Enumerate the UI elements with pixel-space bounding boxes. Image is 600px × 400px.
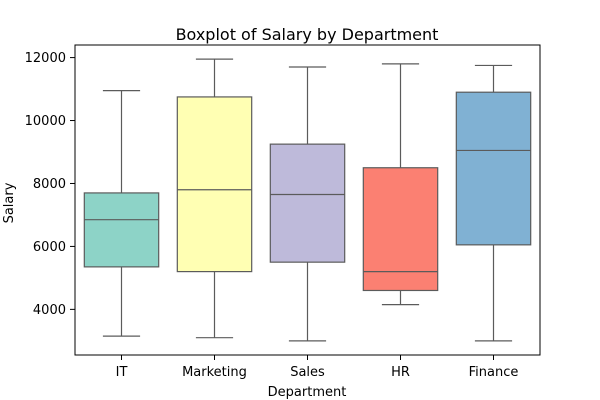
x-tick-label-sales: Sales <box>290 365 325 380</box>
y-tick-label-8000: 8000 <box>33 177 66 192</box>
y-tick-label-10000: 10000 <box>25 114 66 129</box>
box-sales <box>269 143 346 263</box>
x-tick-label-hr: HR <box>391 365 410 380</box>
y-tick-label-12000: 12000 <box>25 51 66 66</box>
y-tick-label-4000: 4000 <box>33 303 66 318</box>
x-axis-label: Department <box>268 385 347 400</box>
x-tick-label-marketing: Marketing <box>182 365 247 380</box>
box-it <box>83 192 160 268</box>
x-tick-label-it: IT <box>116 365 128 380</box>
plot-area: 4000 6000 8000 10000 12000 IT Marketing Sales HR… <box>25 44 541 380</box>
box-marketing <box>176 96 253 273</box>
box-finance <box>455 91 532 246</box>
chart-title: Boxplot of Salary by Department <box>176 25 439 44</box>
x-tick-label-finance: Finance <box>469 365 519 380</box>
box-hr <box>362 167 439 292</box>
y-axis-label: Salary <box>2 182 17 223</box>
y-tick-label-6000: 6000 <box>33 240 66 255</box>
